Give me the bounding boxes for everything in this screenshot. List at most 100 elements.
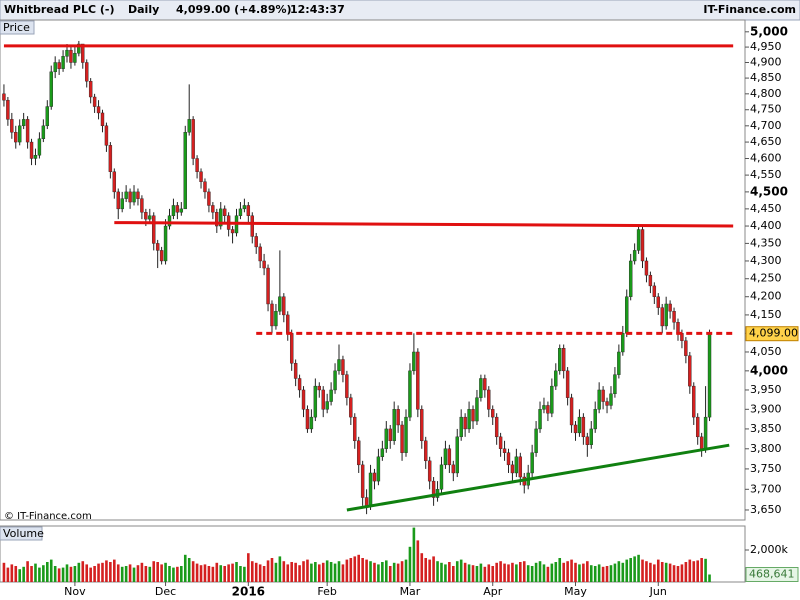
volume-bar — [140, 562, 144, 582]
volume-bar — [77, 562, 81, 582]
volume-bar — [621, 562, 625, 582]
volume-bar — [14, 566, 18, 582]
candle-body — [21, 119, 26, 127]
volume-bar — [42, 565, 45, 582]
y-tick-label: 4,550 — [750, 168, 782, 181]
volume-bar — [199, 565, 203, 582]
candle-body — [246, 205, 251, 216]
volume-bar — [660, 562, 664, 582]
candle-body — [29, 141, 34, 159]
candle-body — [140, 198, 144, 213]
volume-bar — [148, 566, 152, 582]
candle-body — [207, 191, 211, 206]
candle-body — [309, 416, 314, 430]
candle-body — [116, 191, 120, 210]
volume-bar — [582, 563, 585, 582]
volume-bar — [570, 559, 573, 582]
volume-bar — [637, 554, 640, 582]
time: 12:43:37 — [290, 3, 345, 16]
volume-bar — [444, 564, 447, 582]
candle-body — [581, 416, 586, 438]
candle-body — [483, 378, 487, 391]
candle-body — [222, 208, 227, 216]
y-tick-label: 3,800 — [750, 442, 782, 455]
candle-body — [69, 49, 73, 63]
volume-bar — [132, 567, 136, 582]
y-tick-label: 4,000 — [750, 363, 788, 377]
volume-bar — [613, 563, 617, 582]
candle-body — [120, 198, 124, 210]
last-price-box — [745, 326, 799, 342]
y-tick-label: 4,450 — [750, 202, 782, 215]
candle-body — [88, 81, 93, 98]
volume-bar — [656, 559, 660, 582]
volume-bar — [270, 558, 274, 582]
last-volume-label: 468,641 — [749, 568, 795, 581]
y-tick-label: 4,500 — [750, 184, 788, 198]
volume-bar — [337, 561, 341, 582]
volume-bar — [593, 566, 597, 582]
y-tick-label: 5,000 — [750, 24, 788, 38]
candle-body — [636, 229, 641, 251]
volume-bar — [254, 562, 258, 582]
volume-bar — [491, 566, 495, 582]
volume-bar — [93, 566, 96, 582]
candle-body — [313, 385, 318, 418]
volume-bar — [455, 561, 459, 582]
volume-bar — [562, 562, 565, 582]
volume-bar — [97, 563, 100, 582]
volume-bar — [688, 559, 692, 582]
candle-body — [171, 205, 176, 216]
volume-bar — [306, 559, 309, 582]
volume-bar — [589, 565, 593, 582]
candle-body — [463, 416, 467, 430]
candle-body — [136, 191, 140, 199]
trend-line — [346, 443, 730, 512]
candle-body — [431, 480, 436, 498]
volume-bar — [479, 563, 483, 582]
title: Whitbread PLC (-) — [4, 3, 114, 16]
volume-bar — [538, 561, 542, 582]
volume-bar — [459, 559, 463, 582]
price-panel — [0, 19, 746, 521]
candle-body — [573, 424, 578, 434]
volume-bar — [329, 562, 333, 582]
volume-bar — [278, 556, 282, 582]
volume-bar — [180, 566, 183, 582]
volume-bar — [30, 566, 33, 582]
candle-body — [10, 119, 14, 133]
volume-bar — [266, 560, 270, 582]
candle-body — [124, 191, 128, 199]
volume-bar — [392, 562, 396, 582]
volume-bar — [65, 564, 69, 582]
header-bar — [0, 0, 800, 21]
candle-body — [77, 43, 81, 54]
volume-bar — [53, 566, 57, 582]
y-tick-label: 4,900 — [750, 56, 782, 69]
candle-body — [609, 393, 613, 406]
candle-body — [368, 472, 373, 507]
candle-body — [282, 296, 286, 316]
volume-bar — [128, 564, 132, 582]
volume-bar — [420, 553, 424, 582]
volume-bar — [499, 561, 502, 582]
y-tick-label: 3,700 — [750, 482, 782, 495]
candle-body — [53, 62, 57, 73]
y-tick-label: 4,050 — [750, 345, 782, 358]
y-tick-label: 4,700 — [750, 119, 782, 132]
volume-bar — [586, 561, 589, 582]
candle-body — [96, 106, 101, 114]
volume-bar — [373, 562, 376, 582]
candle-body — [459, 416, 463, 438]
volume-bar — [26, 561, 29, 582]
y-tick-label: 4,200 — [750, 290, 782, 303]
volume-bar — [239, 566, 242, 582]
volume-bar — [61, 567, 65, 582]
candle-body — [487, 389, 491, 410]
candle-body — [632, 250, 637, 262]
candle-body — [384, 428, 388, 449]
candle-body — [455, 436, 459, 474]
volume-bar — [49, 559, 53, 582]
candle-body — [656, 296, 660, 308]
candle-body — [49, 71, 53, 107]
